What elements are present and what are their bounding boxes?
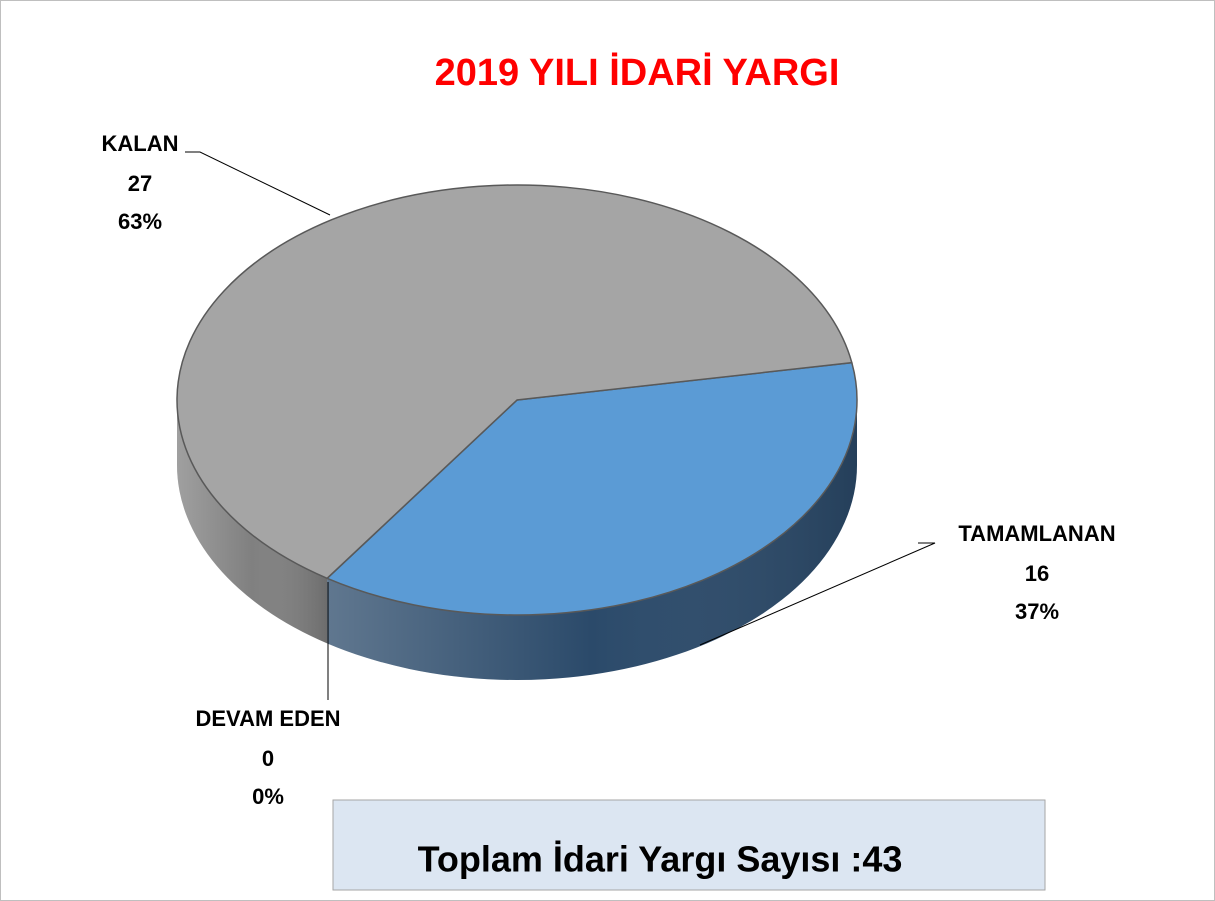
- label-category: KALAN: [102, 131, 179, 156]
- label-category: DEVAM EDEN: [195, 706, 340, 731]
- slice: [325, 361, 858, 616]
- total-annotation: Toplam İdari Yargı Sayısı :43: [418, 839, 903, 880]
- chart-title: 2019 YILI İDARİ YARGI: [435, 52, 840, 94]
- leader-line: [185, 151, 331, 216]
- slice-side-shade: [177, 400, 328, 644]
- label-value: 0: [262, 746, 274, 771]
- label-value: 16: [1025, 561, 1049, 586]
- pie: [176, 184, 858, 681]
- total-box: [332, 799, 1046, 891]
- slice-side-shade: [327, 400, 858, 681]
- label-percent: 37%: [1015, 599, 1059, 624]
- label-percent: 63%: [118, 209, 162, 234]
- label-percent: 0%: [252, 784, 284, 809]
- label-category: TAMAMLANAN: [958, 521, 1115, 546]
- leader-line: [699, 542, 936, 646]
- label-value: 27: [128, 171, 152, 196]
- slice: [176, 184, 853, 580]
